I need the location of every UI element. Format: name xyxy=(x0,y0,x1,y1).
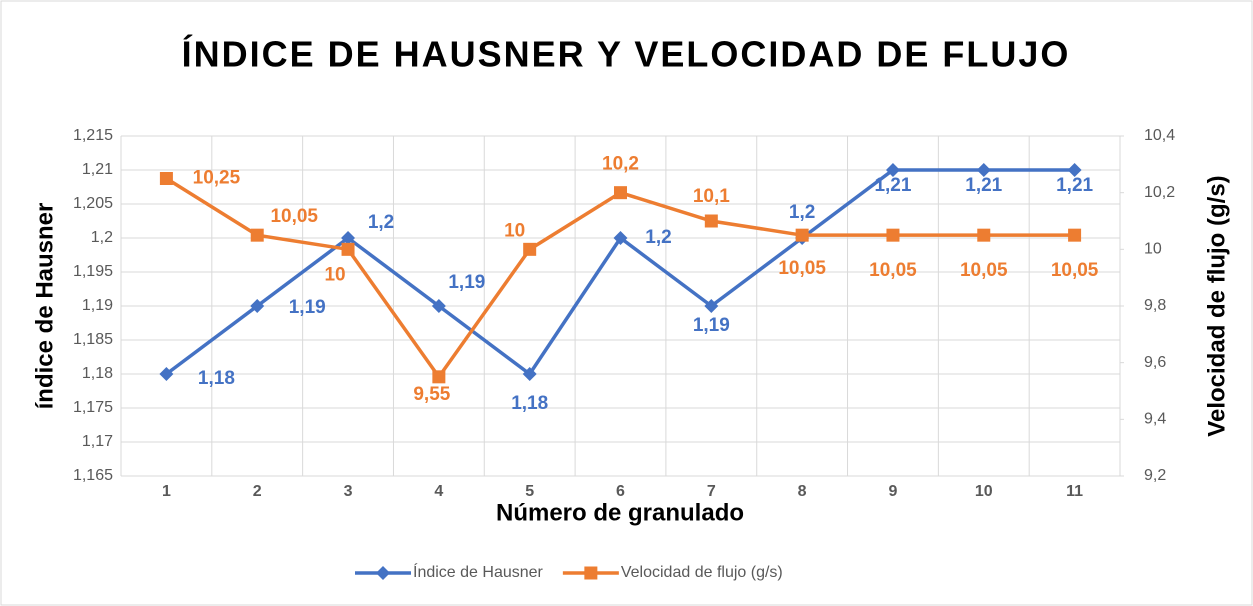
data-label: 10 xyxy=(504,220,525,241)
x-tick-label: 9 xyxy=(889,483,898,500)
data-label: 10,25 xyxy=(193,168,241,189)
marker xyxy=(613,231,628,245)
marker xyxy=(704,299,719,313)
legend-label: Índice de Hausner xyxy=(413,562,544,581)
marker xyxy=(1068,228,1082,242)
data-label: 1,19 xyxy=(693,315,730,336)
y2-axis-title: Velocidad de flujo (g/s) xyxy=(1203,175,1230,436)
data-label: 10,05 xyxy=(1051,260,1099,281)
y2-tick-label: 10,2 xyxy=(1144,184,1175,201)
y-tick-label: 1,205 xyxy=(73,195,113,212)
data-label: 1,21 xyxy=(874,175,911,196)
y2-tick-label: 9,4 xyxy=(1144,411,1166,428)
x-tick-label: 7 xyxy=(707,483,716,500)
marker xyxy=(977,228,991,242)
y-tick-label: 1,195 xyxy=(73,263,113,280)
data-label: 1,2 xyxy=(789,202,815,223)
y-tick-label: 1,19 xyxy=(82,297,113,314)
y2-tick-label: 10,4 xyxy=(1144,127,1175,144)
x-tick-label: 10 xyxy=(975,483,993,500)
x-axis-title: Número de granulado xyxy=(496,499,744,526)
data-label: 1,2 xyxy=(645,227,671,248)
marker xyxy=(885,163,900,177)
data-label: 10,05 xyxy=(869,260,917,281)
data-label: 1,2 xyxy=(368,212,394,233)
data-label: 10,05 xyxy=(778,258,826,279)
x-tick-label: 3 xyxy=(344,483,353,500)
marker xyxy=(431,299,446,313)
y-tick-label: 1,185 xyxy=(73,331,113,348)
marker xyxy=(704,214,718,228)
x-tick-label: 11 xyxy=(1066,483,1083,500)
data-label: 9,55 xyxy=(413,384,450,405)
x-tick-label: 1 xyxy=(162,483,171,500)
marker xyxy=(432,370,446,384)
data-label: 10,2 xyxy=(602,154,639,175)
x-tick-label: 5 xyxy=(525,483,534,500)
y2-tick-label: 9,6 xyxy=(1144,354,1166,371)
marker xyxy=(795,228,809,242)
marker xyxy=(614,186,627,200)
x-tick-label: 2 xyxy=(253,483,262,500)
marker xyxy=(341,242,355,256)
x-tick-label: 6 xyxy=(616,483,625,500)
data-label: 10,05 xyxy=(960,260,1008,281)
marker xyxy=(250,228,264,242)
marker xyxy=(159,367,174,381)
data-label: 1,21 xyxy=(1056,175,1093,196)
data-label: 1,18 xyxy=(198,368,235,389)
data-label: 1,18 xyxy=(511,393,548,414)
chart-title: ÍNDICE DE HAUSNER Y VELOCIDAD DE FLUJO xyxy=(182,34,1071,75)
x-tick-label: 8 xyxy=(798,483,807,500)
marker xyxy=(522,367,537,381)
y2-tick-label: 9,2 xyxy=(1144,467,1166,484)
y-tick-label: 1,175 xyxy=(73,399,113,416)
marker xyxy=(523,242,537,256)
marker xyxy=(250,299,265,313)
y-axis-title: índice de Hausner xyxy=(31,203,58,410)
y-tick-label: 1,21 xyxy=(82,161,113,178)
data-label: 1,21 xyxy=(965,175,1002,196)
y2-tick-label: 10 xyxy=(1144,241,1162,258)
y-tick-label: 1,17 xyxy=(82,433,113,450)
legend-marker xyxy=(376,566,390,580)
legend-label: Velocidad de flujo (g/s) xyxy=(621,564,783,581)
marker xyxy=(976,163,991,177)
y-tick-label: 1,165 xyxy=(73,467,113,484)
data-label: 1,19 xyxy=(289,297,326,318)
y-tick-label: 1,18 xyxy=(82,365,113,382)
marker xyxy=(159,172,173,185)
data-label: 10 xyxy=(324,264,345,285)
y2-tick-label: 9,8 xyxy=(1144,297,1166,314)
data-label: 10,05 xyxy=(270,206,318,227)
y-tick-label: 1,2 xyxy=(91,229,113,246)
marker xyxy=(886,228,900,242)
marker xyxy=(1067,163,1082,177)
y-tick-label: 1,215 xyxy=(73,127,113,144)
legend-marker xyxy=(584,566,598,580)
data-label: 1,19 xyxy=(448,272,485,293)
data-label: 10,1 xyxy=(693,186,730,207)
x-tick-label: 4 xyxy=(434,483,443,500)
marker xyxy=(341,231,356,245)
